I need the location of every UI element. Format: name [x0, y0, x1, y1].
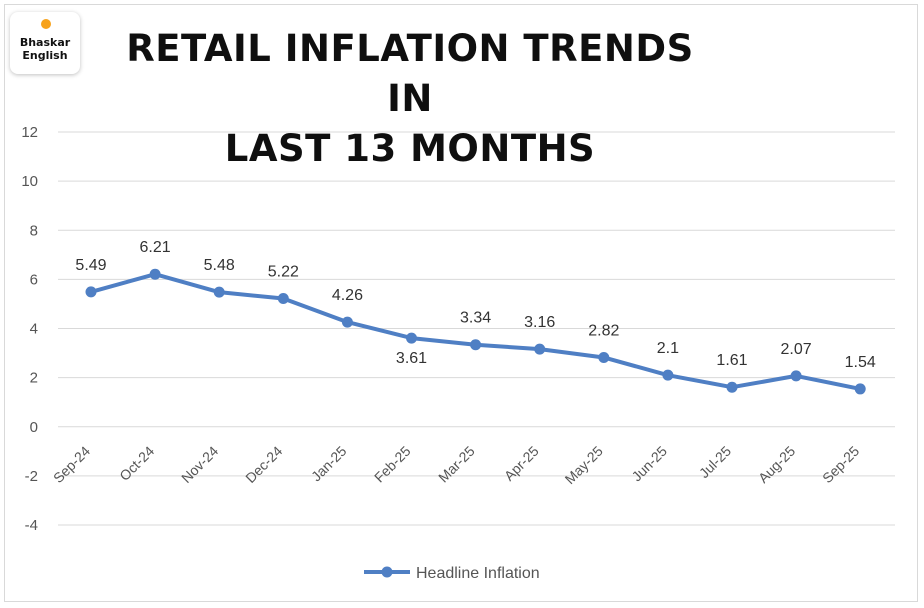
chart-title-line1: RETAIL INFLATION TRENDS IN: [126, 27, 694, 120]
data-point: [790, 370, 802, 382]
y-tick-label: 0: [30, 419, 38, 436]
data-point: [726, 381, 738, 393]
x-tick-label: Sep-25: [819, 443, 862, 486]
data-point: [277, 293, 289, 305]
data-label: 1.61: [716, 352, 747, 369]
y-axis-ticks: 12 10 8 6 4 2 0 -2 -4: [21, 124, 38, 534]
data-point: [406, 332, 417, 344]
series-line: [89, 272, 863, 391]
y-tick-label: 12: [21, 124, 38, 141]
data-point: [149, 268, 161, 280]
data-label: 5.22: [268, 264, 299, 281]
x-tick-label: May-25: [562, 443, 606, 487]
x-tick-label: Jan-25: [308, 443, 350, 485]
data-point: [854, 383, 866, 395]
data-point: [213, 286, 225, 298]
data-point: [85, 286, 97, 298]
x-tick-label: Mar-25: [435, 443, 478, 486]
gridlines: [58, 131, 895, 526]
y-tick-label: 6: [30, 271, 38, 288]
x-tick-label: Sep-24: [50, 443, 93, 486]
x-tick-label: Feb-25: [371, 443, 414, 486]
legend-label: Headline Inflation: [416, 565, 540, 582]
logo-dot-icon: [41, 19, 51, 29]
x-tick-label: Dec-24: [242, 443, 285, 486]
data-label: 3.34: [460, 310, 491, 327]
data-label: 3.61: [396, 350, 427, 367]
chart-frame: [4, 4, 918, 602]
data-label: 3.16: [524, 314, 555, 331]
chart-title-line2: LAST 13 MONTHS: [224, 127, 596, 170]
legend-marker: [381, 566, 393, 578]
data-label: 5.48: [204, 257, 235, 274]
data-label: 6.21: [140, 239, 171, 256]
series-headline-inflation: [85, 268, 866, 395]
logo-text-line1: Bhaskar: [19, 36, 71, 49]
data-label: 2.82: [588, 322, 619, 339]
data-point: [470, 339, 482, 351]
chart-title: RETAIL INFLATION TRENDS IN LAST 13 MONTH…: [100, 24, 720, 174]
data-label: 1.54: [845, 354, 876, 371]
y-tick-label: 10: [21, 173, 38, 190]
x-axis-ticks: Sep-24 Oct-24 Nov-24 Dec-24 Jan-25 Feb-25 Mar-…: [50, 443, 863, 487]
y-tick-label: -4: [25, 517, 38, 534]
x-tick-label: Aug-25: [755, 443, 798, 486]
bhaskar-english-logo: Bhaskar English: [10, 12, 80, 74]
data-point: [662, 369, 674, 381]
x-tick-label: Apr-25: [501, 443, 542, 484]
data-label: 2.1: [657, 340, 679, 357]
data-label: 4.26: [332, 287, 363, 304]
x-tick-label: Oct-24: [116, 443, 157, 484]
data-point: [598, 351, 610, 363]
y-tick-label: 2: [30, 370, 38, 387]
y-tick-label: -2: [25, 468, 38, 485]
data-label: 5.49: [75, 257, 106, 274]
y-tick-label: 4: [30, 321, 38, 338]
y-tick-label: 8: [30, 222, 38, 239]
x-tick-label: Jul-25: [696, 443, 734, 481]
data-point: [534, 343, 546, 355]
logo-text-line2: English: [22, 49, 68, 62]
data-labels: 5.49 6.21 5.48 5.22 4.26 3.61 3.34 3.16 2.82 2.1 1…: [75, 239, 875, 371]
legend: Headline Inflation: [364, 565, 540, 582]
data-label: 2.07: [781, 341, 812, 358]
x-tick-label: Nov-24: [178, 443, 221, 486]
x-tick-label: Jun-25: [628, 443, 670, 485]
data-point: [341, 316, 353, 328]
